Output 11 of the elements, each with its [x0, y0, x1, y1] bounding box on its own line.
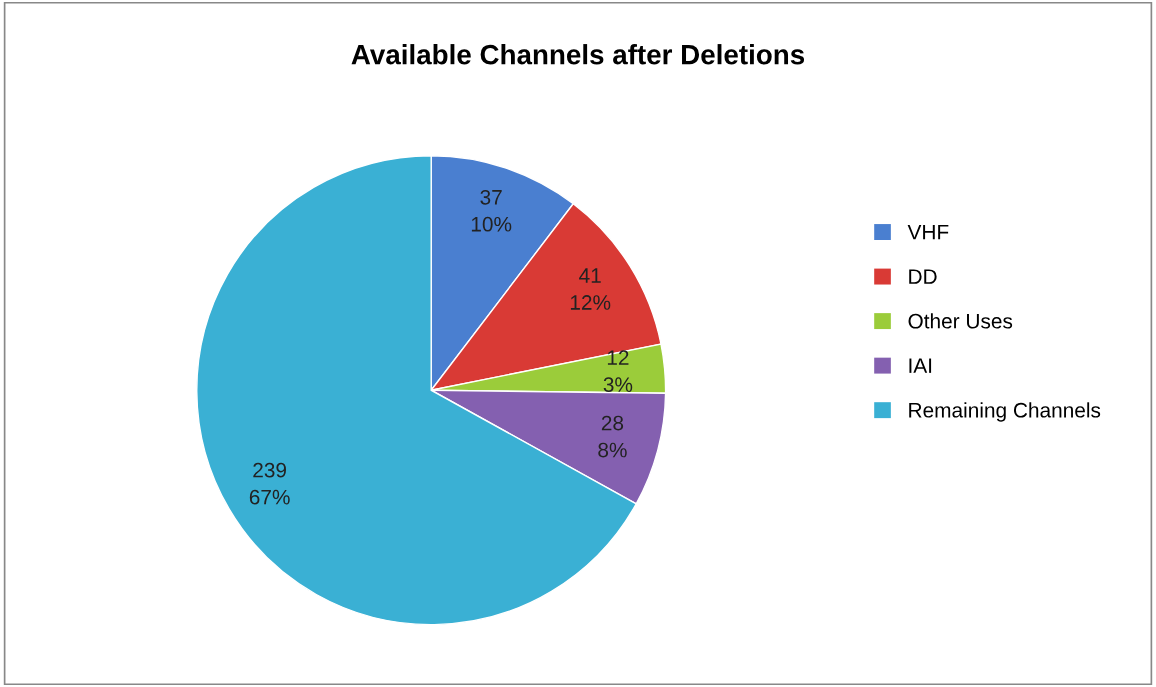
legend-label: VHF — [907, 224, 949, 240]
legend-label: IAI — [909, 358, 932, 373]
data-label: 41 12% — [570, 268, 611, 310]
legend-label: DD — [909, 269, 937, 284]
legend-label: Remaining Channels — [909, 402, 1101, 422]
data-label: 28 8% — [598, 415, 627, 458]
chart-title: Available Channels after Deletions — [351, 44, 805, 65]
data-label: 12 3% — [603, 350, 633, 392]
data-label: 37 10% — [471, 189, 512, 232]
data-label: 239 67% — [249, 462, 290, 505]
legend-label: Other Uses — [908, 313, 1013, 329]
